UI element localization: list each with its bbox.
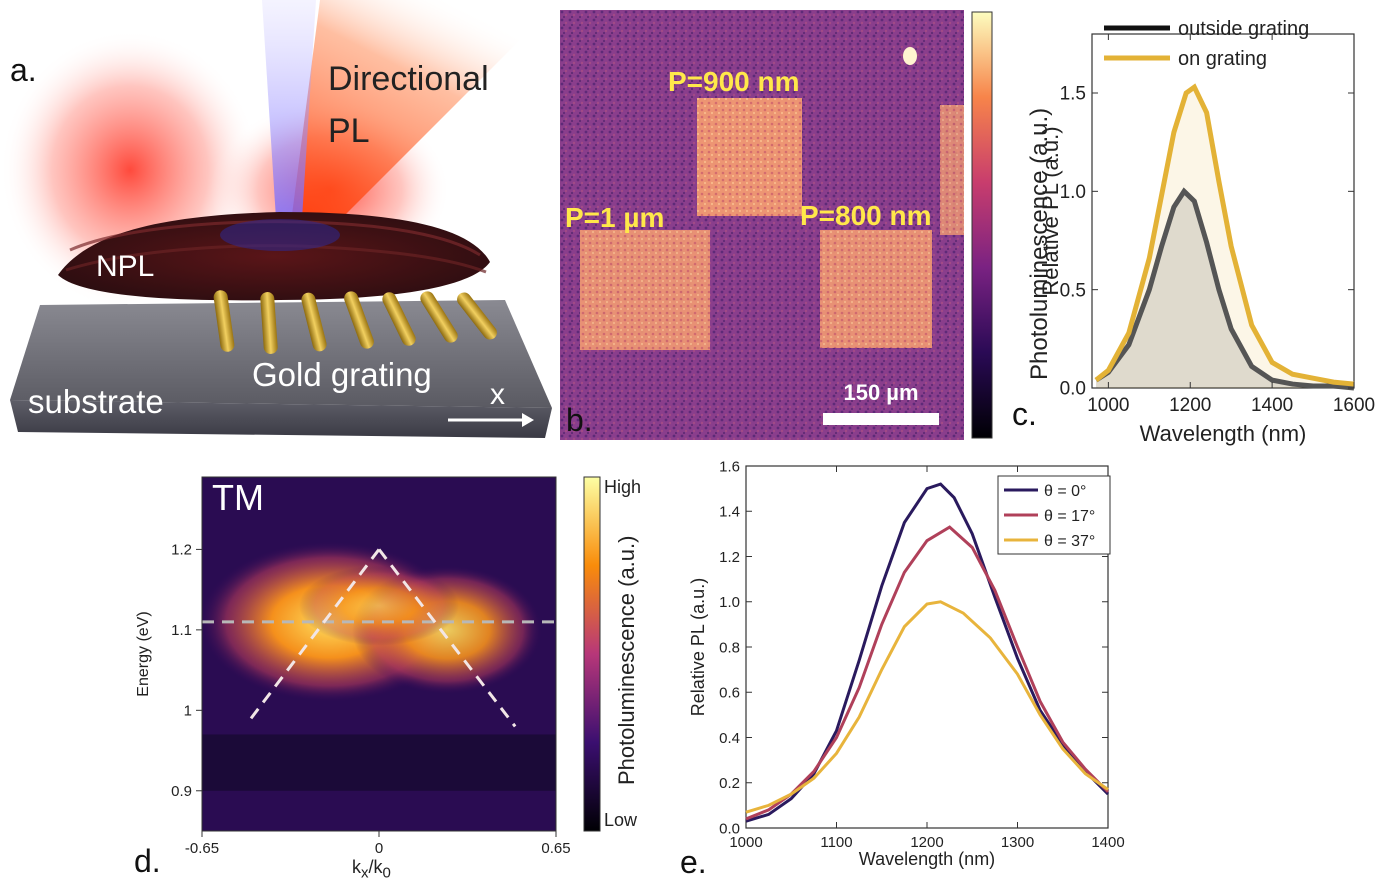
substrate-label: substrate xyxy=(28,383,164,420)
npl-label: NPL xyxy=(96,250,155,283)
x-tick-label: -0.65 xyxy=(185,840,219,857)
plot-frame xyxy=(1091,33,1355,389)
y-tick-label: 0.2 xyxy=(719,775,740,792)
legend-label-2: θ = 37° xyxy=(1044,533,1095,550)
pl-label: PL xyxy=(328,112,370,150)
chart-e: 1000 1100 1200 1300 1400 0.0 0.2 0.4 0.6 0.8 1.0 1.… xyxy=(688,458,1125,869)
xlabel-d: kx/k0 xyxy=(352,857,391,882)
x-axis-label: Wavelength (nm) xyxy=(1140,421,1307,446)
x-axis-label: Wavelength (nm) xyxy=(859,849,995,869)
chart-d: -0.65 0 0.65 0.9 1 1.1 1.2 Energy (eV) xyxy=(135,476,601,857)
y-tick-label: 1.5 xyxy=(1060,84,1086,105)
x-tick-label: 1200 xyxy=(910,834,943,851)
label-p1um: P=1 µm xyxy=(565,202,665,233)
y-tick-label: 1.4 xyxy=(719,504,740,521)
xlabel-d-sep: /k xyxy=(368,857,383,877)
dashed-right-branch xyxy=(377,548,517,728)
y-tick-label: 1.2 xyxy=(171,541,192,558)
panel-d: -0.65 0 0.65 0.9 1 1.1 1.2 Energy (eV) TM High … xyxy=(120,465,680,882)
y-tick-label: 1.0 xyxy=(1060,182,1086,203)
panel-a-illustration xyxy=(0,0,560,438)
x-axis-label: x xyxy=(490,378,505,411)
dashed-left-branch xyxy=(249,548,381,720)
xlabel-d-k: k xyxy=(352,857,361,877)
series-fill xyxy=(1096,191,1354,388)
legend-label-0: outside grating xyxy=(1178,18,1309,40)
heatmap-lobe-center xyxy=(299,565,459,646)
panel-e-letter: e. xyxy=(680,844,707,880)
panel-b-letter: b. xyxy=(566,402,593,438)
gold-grating-rods xyxy=(213,290,497,354)
panel-a-letter: a. xyxy=(10,52,37,88)
scalebar-label: 150 µm xyxy=(843,380,919,405)
y-tick-label: 0.4 xyxy=(719,730,740,747)
y-tick-label: 0.8 xyxy=(719,639,740,656)
legend-label-1: on grating xyxy=(1178,48,1267,70)
label-p800: P=800 nm xyxy=(800,200,932,231)
y-tick-label: 0.5 xyxy=(1060,280,1086,301)
heatmap-dark-band xyxy=(202,734,556,791)
pl-map xyxy=(560,10,993,440)
xlabel-d-sub1: x xyxy=(361,864,369,882)
legend-label-1: θ = 17° xyxy=(1044,508,1095,525)
series-line-1 xyxy=(745,525,1110,821)
series-fill xyxy=(1096,87,1354,388)
label-p900: P=900 nm xyxy=(668,66,800,97)
panel-b: P=900 nm P=1 µm P=800 nm 150 µm b. xyxy=(560,10,1000,442)
y-tick-label: 1.0 xyxy=(719,594,740,611)
colorbar-b xyxy=(971,11,993,439)
x-tick-label: 1300 xyxy=(1001,834,1034,851)
scalebar xyxy=(823,413,939,425)
x-tick-label: 0 xyxy=(375,840,383,857)
series-line-2 xyxy=(745,600,1109,814)
tm-label: TM xyxy=(212,477,264,518)
y-tick-label: 1.6 xyxy=(719,458,740,475)
y-axis-label: Relative PL (a.u.) xyxy=(688,578,708,716)
y-tick-label: 0.6 xyxy=(719,685,740,702)
x-tick-label: 1200 xyxy=(1169,395,1211,416)
x-tick-label: 1600 xyxy=(1333,395,1375,416)
x-tick-label: 1000 xyxy=(729,834,762,851)
panel-a: a. Directional PL NPL Gold grating subst… xyxy=(0,0,560,445)
colorbar-d-label: Photoluminescence (a.u.) xyxy=(614,535,639,785)
y-axis-label: Relative PL (a.u.) xyxy=(1038,126,1063,295)
x-tick-label: 1000 xyxy=(1087,395,1129,416)
y-tick-label: 0.9 xyxy=(171,783,192,800)
y-tick-label: 1 xyxy=(184,702,192,719)
directional-label: Directional xyxy=(328,60,489,98)
x-tick-label: 1400 xyxy=(1091,834,1124,851)
series-line-1 xyxy=(1094,83,1355,387)
panel-e: 1000 1100 1200 1300 1400 0.0 0.2 0.4 0.6 0.8 1.0 1.… xyxy=(676,450,1136,881)
x-tick-label: 1400 xyxy=(1251,395,1293,416)
series-line-0 xyxy=(1094,187,1355,391)
colorbar-d xyxy=(583,476,601,832)
y-tick-label: 0.0 xyxy=(719,820,740,837)
y-tick-label: 1.2 xyxy=(719,549,740,566)
panel-c: 1000 1200 1400 1600 0.0 0.5 1.0 1.5 Wavelength (… xyxy=(1012,0,1382,460)
panel-c-letter: c. xyxy=(1012,396,1037,432)
y-tick-label: 0.0 xyxy=(1060,379,1086,400)
colorbar-d-high: High xyxy=(604,477,642,497)
y-tick-label: 1.1 xyxy=(171,622,192,639)
x-tick-label: 1100 xyxy=(820,834,852,851)
legend-label-0: θ = 0° xyxy=(1044,483,1086,500)
xlabel-d-sub2: 0 xyxy=(382,864,391,882)
panel-d-letter: d. xyxy=(134,843,161,879)
series-line-0 xyxy=(745,482,1110,823)
chart-c: 1000 1200 1400 1600 0.0 0.5 1.0 1.5 Wavelength (… xyxy=(1038,18,1375,446)
y-axis-label: Energy (eV) xyxy=(135,611,152,696)
colorbar-d-low: Low xyxy=(604,810,638,830)
x-tick-label: 0.65 xyxy=(541,840,570,857)
gold-grating-label: Gold grating xyxy=(252,356,432,393)
